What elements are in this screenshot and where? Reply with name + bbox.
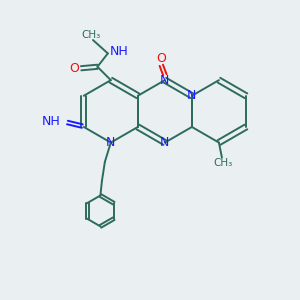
Text: NH: NH xyxy=(41,115,60,128)
Text: O: O xyxy=(70,62,80,75)
Text: CH₃: CH₃ xyxy=(214,158,233,168)
Text: N: N xyxy=(187,89,196,102)
Text: N: N xyxy=(160,136,170,149)
Text: N: N xyxy=(106,136,116,149)
Text: N: N xyxy=(160,74,170,87)
Text: O: O xyxy=(156,52,166,65)
Text: CH₃: CH₃ xyxy=(82,30,101,40)
Text: NH: NH xyxy=(110,45,129,58)
